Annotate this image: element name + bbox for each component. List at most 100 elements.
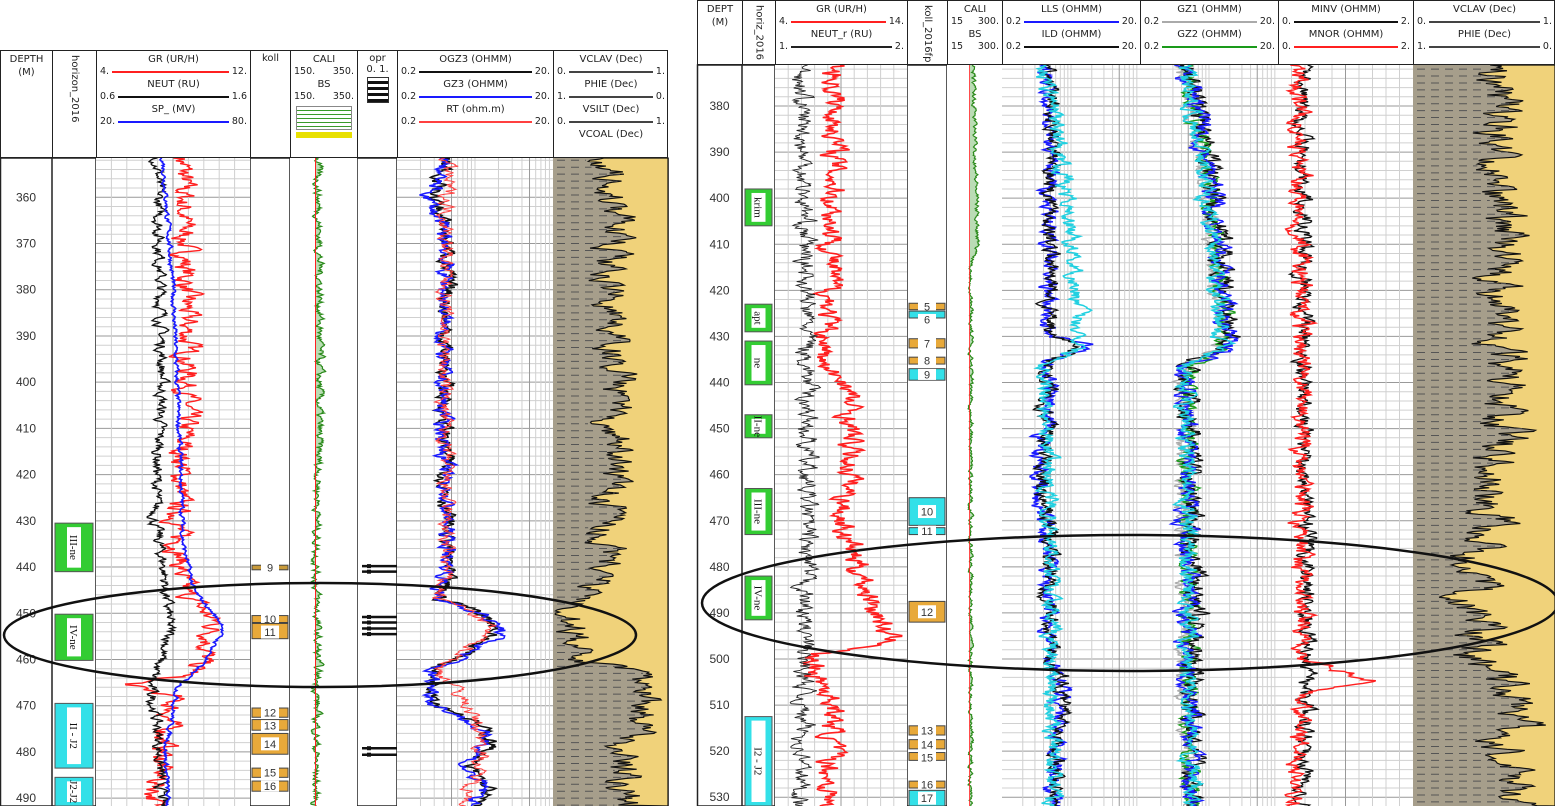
curve-neut — [144, 157, 178, 806]
scale-max: 1. — [655, 116, 665, 127]
horizon-zone: III-ne — [744, 487, 773, 536]
header-minv: MINV (OHMM) 0. 2. MNOR (OHMM) 0. 2. — [1279, 1, 1414, 64]
depth-tick-label: 420 — [16, 468, 36, 482]
curve-scale: 0.2 20. — [1006, 41, 1137, 53]
koll-label: 12 — [264, 708, 276, 720]
header-lith: VCLAV (Dec) 0. 1. PHIE (Dec) 1. 0. VSILT (Dec)… — [554, 51, 667, 157]
horizon-zone: IV-ne — [744, 575, 773, 621]
track-legend: OGZ3 (OHMM) 0.2 20. GZ3 (OHMM) 0.2 20. RT (ohm… — [398, 53, 553, 128]
scale-min: 0. — [557, 116, 567, 127]
depth-tick-label: 440 — [16, 560, 36, 574]
curve-scale: 0. 1. — [557, 66, 665, 78]
depth-tick-label: 460 — [709, 468, 729, 482]
curve-name: CALI — [963, 4, 987, 15]
depth-tick-label: 400 — [16, 375, 36, 389]
horizon-label-bg — [67, 618, 81, 657]
curve-name: MINV (OHMM) — [1311, 4, 1381, 15]
depth-tick-label: 470 — [16, 699, 36, 713]
opr-scale: 0. 1. — [366, 64, 389, 75]
curve-scale: 150. 350. — [294, 66, 354, 78]
curve-name: VCOAL (Dec) — [578, 129, 644, 140]
curve-legend-line — [419, 71, 532, 73]
depth-unit: (M) — [711, 17, 729, 28]
scale-max: 20. — [534, 91, 550, 102]
cali-fill-swatch — [296, 106, 352, 130]
curve-legend-line — [569, 71, 653, 73]
curve-name: RT (ohm.m) — [446, 104, 505, 115]
track-gz — [1140, 64, 1278, 806]
curve-legend-line — [1429, 21, 1540, 23]
depth-tick-label: 480 — [709, 560, 729, 574]
curve-name: BS — [317, 79, 331, 90]
curve-scale: 0.2 20. — [1144, 16, 1275, 28]
header-opr: opr 0. 1. — [358, 51, 398, 157]
koll-label-bg — [918, 779, 936, 791]
koll-label-bg — [918, 313, 936, 325]
track-gr — [775, 64, 907, 806]
depth-tick-label: 420 — [709, 283, 729, 297]
scale-min: 0.2 — [401, 66, 417, 77]
koll-label-bg — [261, 737, 279, 751]
track-legend: CALI 15 300. BS 15 300. — [948, 3, 1002, 53]
curve-name: MNOR (OHMM) — [1308, 29, 1384, 40]
koll-marker: 10 — [908, 497, 946, 526]
horizon-header: horizon_2016 — [69, 55, 80, 123]
track-gr — [96, 157, 250, 806]
curve-scale: 0.2 20. — [401, 116, 550, 128]
koll-label: 10 — [921, 507, 933, 519]
horizon-zone: apt — [744, 303, 773, 333]
koll-label: 12 — [921, 607, 933, 619]
header-gz: GZ1 (OHMM) 0.2 20. GZ2 (OHMM) 0.2 20. — [1141, 1, 1279, 64]
curve-sp_ — [158, 157, 225, 806]
curve-name: BS — [968, 29, 982, 40]
horizon-label-bg — [751, 580, 766, 616]
scale-max: 80. — [231, 116, 247, 127]
curve-aux-2 — [1033, 64, 1094, 806]
koll-label: 16 — [921, 780, 933, 792]
curve-cali — [309, 157, 327, 806]
opr-flag-dot — [367, 626, 371, 631]
curve-name: CALI — [312, 54, 336, 65]
koll-marker: 5 — [908, 300, 946, 313]
scale-gap — [966, 46, 975, 48]
track-legend: MINV (OHMM) 0. 2. MNOR (OHMM) 0. 2. — [1279, 3, 1413, 53]
highlight-ellipse — [700, 533, 1555, 673]
depth-tick-label: 370 — [16, 237, 36, 251]
curve-legend-line — [1162, 46, 1257, 48]
scale-max: 20. — [1121, 16, 1137, 27]
track-legend: LLS (OHMM) 0.2 20. ILD (OHMM) 0.2 20. — [1003, 3, 1140, 53]
curve-name: LLS (OHMM) — [1040, 4, 1103, 15]
depth-tick-label: 410 — [16, 421, 36, 435]
koll-marker: 6 — [908, 310, 946, 326]
scale-gap — [318, 71, 330, 73]
koll-marker: 9 — [251, 562, 289, 575]
horizon-label: III-ne — [752, 499, 764, 524]
track-cali — [290, 157, 357, 806]
koll-marker: 7 — [908, 337, 946, 350]
koll-label: 11 — [264, 627, 275, 639]
curve-rt — [432, 157, 497, 806]
header-lls: LLS (OHMM) 0.2 20. ILD (OHMM) 0.2 20. — [1003, 1, 1141, 64]
curve-neut_r — [789, 64, 822, 806]
header-cali: CALI 15 300. BS 15 300. — [948, 1, 1003, 64]
koll-marker: 14 — [908, 738, 946, 751]
track-lith — [553, 157, 669, 806]
koll-marker: 17 — [908, 789, 946, 806]
curve-legend-line — [118, 96, 229, 98]
horizon-label: apt — [752, 311, 764, 324]
scale-min: 20. — [100, 116, 116, 127]
cali-fill — [310, 158, 326, 806]
horizon-label: II - J2 — [67, 723, 79, 749]
horizon-label-bg — [751, 492, 766, 531]
opr-flag-dot — [367, 569, 371, 574]
koll-marker: 13 — [251, 719, 289, 733]
opr-flag-dot — [367, 746, 371, 751]
curve-name: GR (UR/H) — [816, 4, 867, 15]
depth-tick-label: 360 — [16, 190, 36, 204]
koll-marker: 16 — [908, 779, 946, 792]
curve-scale: 4. 12. — [100, 66, 247, 78]
cali-fill-swatch-2 — [296, 132, 352, 138]
koll-marker: 8 — [908, 355, 946, 368]
depth-unit: (M) — [18, 67, 35, 78]
horizon-header: horiz_2016 — [753, 5, 765, 61]
